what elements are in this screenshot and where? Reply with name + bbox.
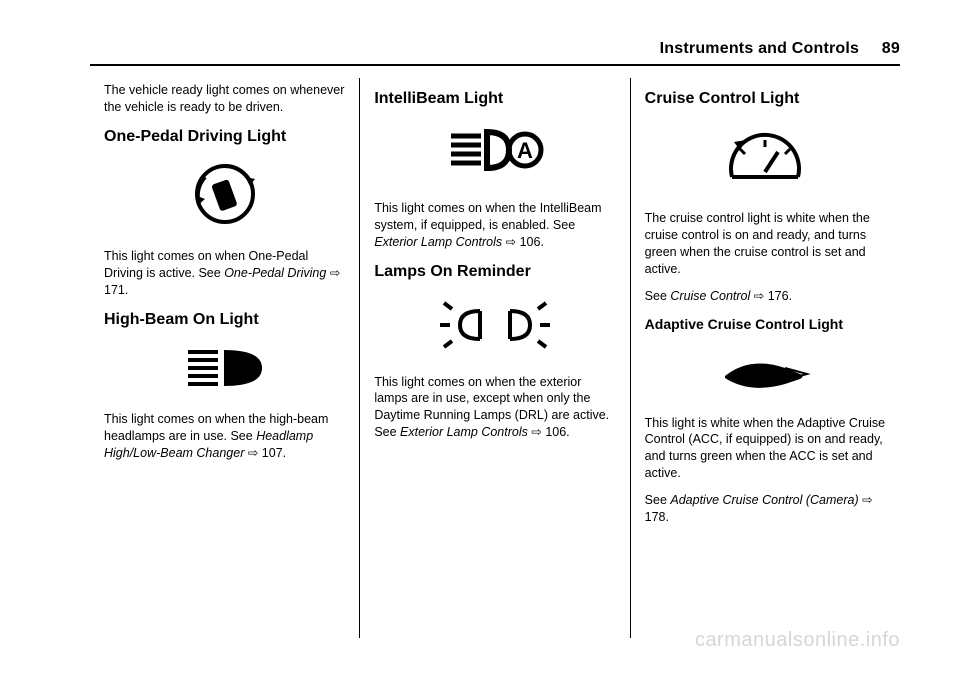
section-title: Instruments and Controls (660, 40, 859, 57)
column-3: Cruise Control Light The cruise control … (630, 78, 900, 638)
column-2: IntelliBeam Light A This light comes on … (359, 78, 629, 638)
lamps-on-icon (374, 295, 615, 360)
heading-lamps-on: Lamps On Reminder (374, 261, 615, 283)
acc-icon (645, 346, 886, 401)
paragraph: See Adaptive Cruise Control (Camera) ⇨ 1… (645, 492, 886, 526)
paragraph: The vehicle ready light comes on wheneve… (104, 82, 345, 116)
paragraph: The cruise control light is white when t… (645, 210, 886, 278)
paragraph: This light comes on when the IntelliBeam… (374, 200, 615, 251)
page-number: 89 (882, 40, 900, 57)
column-1: The vehicle ready light comes on wheneve… (90, 78, 359, 638)
heading-one-pedal: One-Pedal Driving Light (104, 126, 345, 148)
page-header: Instruments and Controls 89 (90, 40, 900, 66)
paragraph: See Cruise Control ⇨ 176. (645, 288, 886, 305)
heading-high-beam: High-Beam On Light (104, 309, 345, 331)
heading-cruise: Cruise Control Light (645, 88, 886, 110)
intellibeam-icon: A (374, 122, 615, 187)
watermark: carmanualsonline.info (695, 629, 900, 652)
heading-acc: Adaptive Cruise Control Light (645, 315, 886, 334)
paragraph: This light comes on when the exterior la… (374, 374, 615, 442)
svg-text:A: A (517, 138, 533, 163)
heading-intellibeam: IntelliBeam Light (374, 88, 615, 110)
cruise-control-icon (645, 122, 886, 197)
page: Instruments and Controls 89 The vehicle … (0, 0, 960, 678)
one-pedal-icon (104, 159, 345, 234)
paragraph: This light is white when the Adaptive Cr… (645, 415, 886, 483)
columns: The vehicle ready light comes on wheneve… (90, 78, 900, 638)
paragraph: This light comes on when One-Pedal Drivi… (104, 248, 345, 299)
high-beam-icon (104, 342, 345, 397)
paragraph: This light comes on when the high-beam h… (104, 411, 345, 462)
